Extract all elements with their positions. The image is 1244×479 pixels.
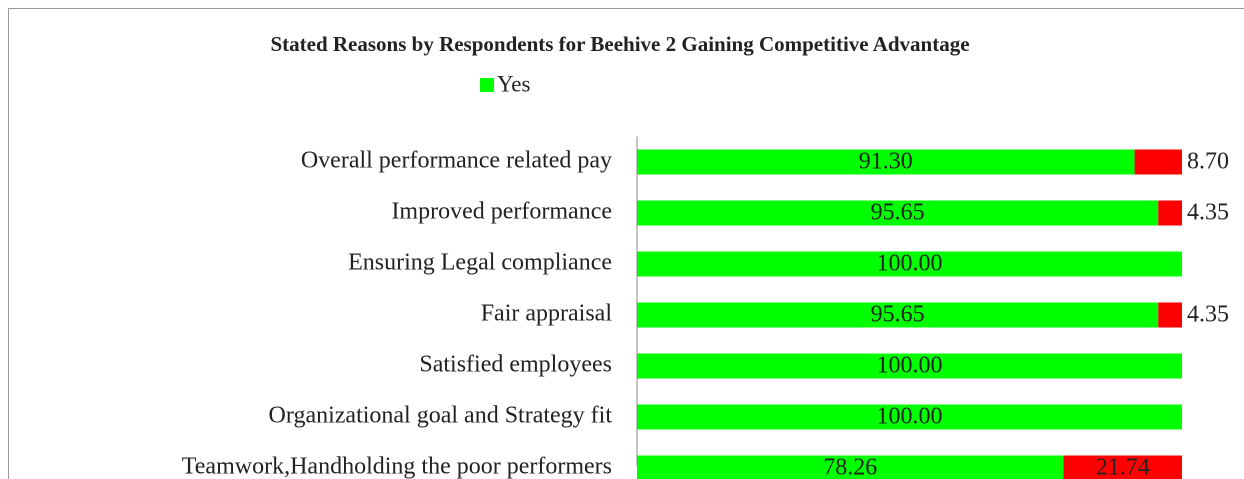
legend-swatch	[480, 78, 494, 92]
y-tick-label: Overall performance related pay	[301, 148, 612, 174]
bar-segment	[1158, 302, 1182, 328]
bar-segment	[637, 302, 1159, 328]
data-label: 8.70	[1187, 149, 1229, 175]
y-tick-label: Improved performance	[391, 199, 612, 225]
y-tick-label: Organizational goal and Strategy fit	[269, 403, 613, 429]
data-label: 95.65	[871, 302, 925, 328]
bar-segment	[637, 455, 1064, 479]
bar-segment	[637, 149, 1135, 175]
data-label: 100.00	[877, 251, 943, 277]
data-label: 95.65	[871, 200, 925, 226]
data-label: 4.35	[1187, 302, 1229, 328]
bar-segment	[637, 251, 1182, 277]
data-label: 4.35	[1187, 200, 1229, 226]
y-tick-label: Ensuring Legal compliance	[348, 250, 612, 276]
bar-segment	[1158, 200, 1182, 226]
data-label: 78.26	[823, 455, 877, 479]
bar-segment	[1063, 455, 1182, 479]
data-label: 100.00	[877, 404, 943, 430]
bar-segment	[637, 353, 1182, 379]
bar-segment	[637, 200, 1159, 226]
y-tick-label: Fair appraisal	[481, 301, 613, 327]
y-tick-label: Satisfied employees	[419, 352, 612, 378]
legend-label: Yes	[497, 71, 531, 96]
data-label: 91.30	[859, 149, 913, 175]
bar-segment	[1134, 149, 1182, 175]
y-tick-label: Teamwork,Handholding the poor performers	[182, 454, 612, 479]
data-label: 21.74	[1096, 455, 1150, 479]
chart-border	[8, 8, 1244, 479]
bar-segment	[637, 404, 1182, 430]
chart-title: Stated Reasons by Respondents for Beehiv…	[270, 32, 969, 56]
data-label: 100.00	[877, 353, 943, 379]
